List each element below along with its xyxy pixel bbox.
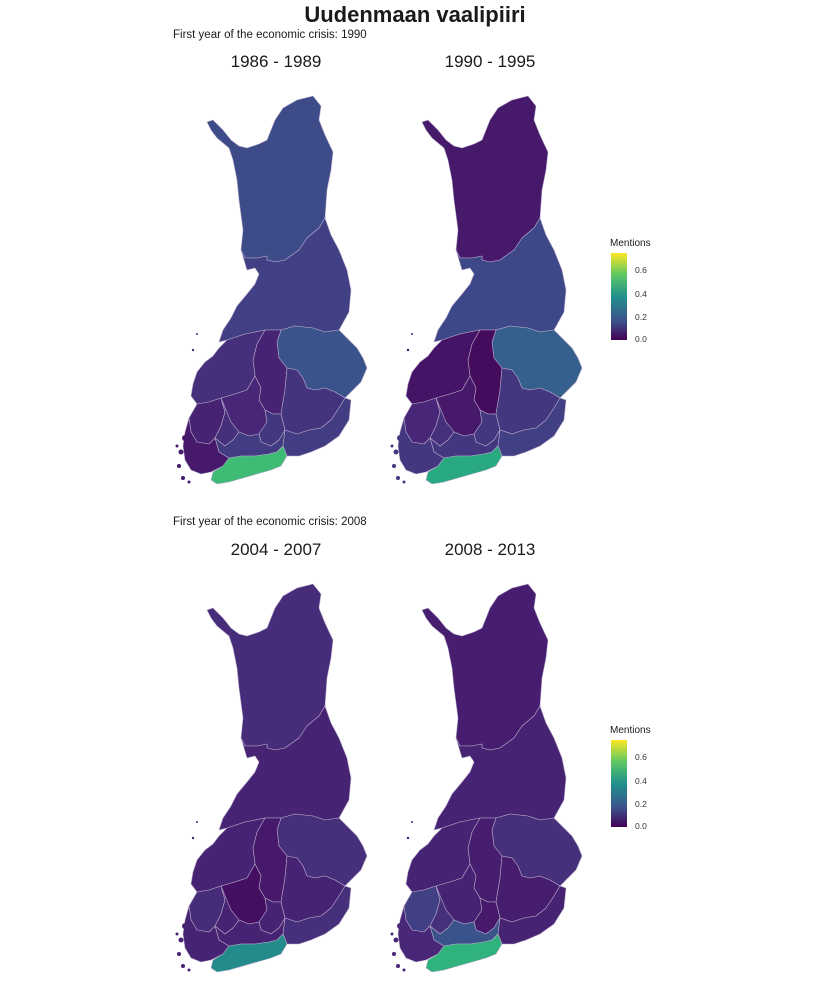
map-svg xyxy=(390,95,583,485)
map-svg xyxy=(390,583,583,973)
island xyxy=(187,480,191,484)
legend-tick xyxy=(627,781,630,782)
island xyxy=(182,923,188,929)
island xyxy=(396,964,400,968)
region-uusimaa xyxy=(425,445,503,485)
legend-tick xyxy=(627,826,630,827)
island xyxy=(181,964,185,968)
island xyxy=(390,444,394,448)
legend-tick xyxy=(627,757,630,758)
finland-map xyxy=(390,90,600,490)
facet-label: 1986 - 1989 xyxy=(230,52,322,71)
legend-label: 0.2 xyxy=(635,312,647,322)
island xyxy=(402,480,406,484)
legend-tick xyxy=(627,270,630,271)
island xyxy=(178,449,184,455)
legend-colorbar xyxy=(611,253,627,340)
island xyxy=(411,333,413,335)
region-kymi xyxy=(282,397,352,457)
island xyxy=(392,952,396,956)
facet-label: 2008 - 2013 xyxy=(444,540,536,559)
legend-title: Mentions xyxy=(610,725,651,736)
legend-colorbar xyxy=(611,740,627,827)
island xyxy=(393,937,399,943)
island xyxy=(411,821,413,823)
page-title: Uudenmaan vaalipiiri xyxy=(304,2,526,27)
finland-map xyxy=(175,578,385,978)
legend: Mentions 0.6 0.4 0.2 0.0 xyxy=(610,238,700,358)
island xyxy=(175,932,179,936)
map-svg xyxy=(175,95,368,485)
island xyxy=(177,952,181,956)
island xyxy=(196,821,198,823)
island xyxy=(191,348,195,352)
legend-tick xyxy=(627,804,630,805)
island xyxy=(392,464,396,468)
legend-label: 0.0 xyxy=(635,821,647,831)
island xyxy=(397,923,403,929)
region-uusimaa xyxy=(425,933,503,973)
island xyxy=(196,333,198,335)
island xyxy=(181,476,185,480)
island xyxy=(406,348,410,352)
island xyxy=(182,435,188,441)
legend-label: 0.6 xyxy=(635,752,647,762)
region-kymi xyxy=(497,885,567,945)
legend-label: 0.4 xyxy=(635,776,647,786)
group-subtitle: First year of the economic crisis: 1990 xyxy=(173,29,367,41)
facet-label: 1990 - 1995 xyxy=(444,52,536,71)
legend-label: 0.2 xyxy=(635,799,647,809)
island xyxy=(187,968,191,972)
island xyxy=(178,937,184,943)
region-kymi xyxy=(497,397,567,457)
legend-tick xyxy=(627,294,630,295)
legend-label: 0.6 xyxy=(635,265,647,275)
island xyxy=(191,836,195,840)
legend-label: 0.4 xyxy=(635,289,647,299)
island xyxy=(390,932,394,936)
island xyxy=(402,968,406,972)
region-kymi xyxy=(282,885,352,945)
region-uusimaa xyxy=(210,445,288,485)
island xyxy=(175,444,179,448)
legend-tick xyxy=(627,317,630,318)
island xyxy=(397,435,403,441)
legend-label: 0.0 xyxy=(635,334,647,344)
island xyxy=(406,836,410,840)
island xyxy=(177,464,181,468)
finland-map xyxy=(175,90,385,490)
legend-title: Mentions xyxy=(610,238,651,249)
island xyxy=(393,449,399,455)
map-svg xyxy=(175,583,368,973)
island xyxy=(396,476,400,480)
legend-tick xyxy=(627,339,630,340)
region-uusimaa xyxy=(210,933,288,973)
legend: Mentions 0.6 0.4 0.2 0.0 xyxy=(610,725,700,845)
facet-label: 2004 - 2007 xyxy=(230,540,322,559)
group-subtitle: First year of the economic crisis: 2008 xyxy=(173,516,367,528)
finland-map xyxy=(390,578,600,978)
